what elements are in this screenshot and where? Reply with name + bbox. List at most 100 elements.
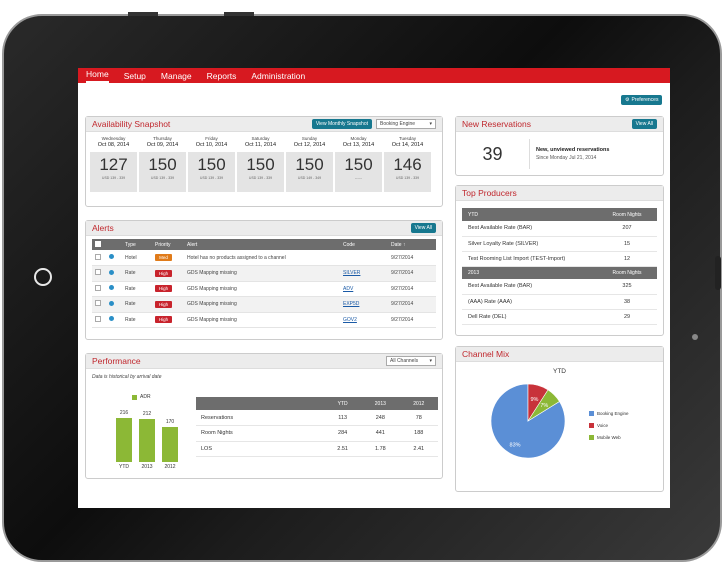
- panel-title: Top Producers: [462, 188, 517, 198]
- day-column: Sunday Oct 12, 2014 150 USD 149 - 349: [286, 136, 333, 192]
- room-nights-value: 38: [597, 294, 657, 310]
- adr-bar-chart: 216 YTD 212 2013 170 2012: [116, 408, 186, 470]
- day-date: Oct 09, 2014: [146, 142, 179, 148]
- channel-filter-select[interactable]: All Channels ▾: [386, 356, 436, 366]
- channel-select[interactable]: Booking Engine ▾: [376, 119, 436, 129]
- legend-label: Mobile Web: [597, 435, 621, 440]
- alert-text: GDS Mapping missing: [184, 281, 340, 297]
- top-nav: Home Setup Manage Reports Administration: [78, 68, 670, 83]
- table-row: Reservations 113 248 78: [196, 410, 438, 426]
- pie-slice[interactable]: [527, 389, 560, 422]
- rate-name: (AAA) Rate (AAA): [462, 294, 597, 310]
- bar-category-label: 2012: [164, 464, 176, 470]
- group-header: YTD: [462, 208, 597, 221]
- adr-bar: [162, 427, 178, 462]
- row-checkbox[interactable]: [95, 269, 101, 276]
- metric-value: 1.78: [361, 441, 400, 457]
- view-icon[interactable]: [109, 285, 114, 291]
- availability-box[interactable]: 150 USD 139 - 339: [188, 152, 235, 192]
- nav-manage[interactable]: Manage: [160, 71, 192, 81]
- nav-setup[interactable]: Setup: [123, 71, 146, 81]
- table-row: Room Nights 284 441 188: [196, 425, 438, 442]
- tablet-top-button: [224, 12, 254, 16]
- alert-type: Rate: [122, 265, 152, 282]
- availability-count: 150: [148, 155, 177, 174]
- nav-administration[interactable]: Administration: [251, 71, 306, 81]
- day-column: Tuesday Oct 14, 2014 146 USD 139 - 339: [384, 136, 431, 192]
- availability-box[interactable]: 127 USD 139 - 339: [90, 152, 137, 192]
- availability-box[interactable]: 150 ------: [335, 152, 382, 192]
- alert-code-link[interactable]: SILVER: [343, 270, 361, 277]
- select-all-checkbox[interactable]: [95, 240, 101, 247]
- priority-badge: High: [155, 316, 172, 324]
- alert-type: Rate: [122, 312, 152, 328]
- table-row: Test Rooming List Import (TEST-Import) 12: [462, 251, 657, 267]
- legend-swatch: [132, 394, 137, 400]
- day-of-week: Monday: [350, 136, 367, 141]
- metric-value: 78: [399, 410, 438, 426]
- day-date: Oct 13, 2014: [342, 142, 375, 148]
- legend-label: ADR: [140, 394, 151, 400]
- chevron-down-icon: ▾: [429, 121, 432, 127]
- alert-code-link[interactable]: GOV2: [343, 316, 357, 323]
- rate-range: USD 139 - 339: [395, 176, 420, 180]
- nav-home[interactable]: Home: [86, 69, 109, 83]
- alert-text: GDS Mapping missing: [184, 312, 340, 328]
- view-icon[interactable]: [109, 269, 114, 275]
- availability-count: 150: [295, 155, 324, 174]
- availability-box[interactable]: 150 USD 149 - 349: [286, 152, 333, 192]
- day-column: Friday Oct 10, 2014 150 USD 139 - 339: [188, 136, 235, 192]
- row-checkbox[interactable]: [95, 315, 101, 322]
- gear-icon: ⚙: [625, 97, 630, 103]
- availability-count: 150: [246, 155, 275, 174]
- day-of-week: Friday: [205, 136, 218, 141]
- chevron-down-icon: ▾: [429, 358, 432, 364]
- panel-title: Alerts: [92, 223, 114, 233]
- channel-mix-header: Channel Mix: [456, 347, 663, 362]
- performance-table: YTD 2013 2012 Reservations 113 248 78 Room Nigh…: [196, 397, 438, 457]
- room-nights-header: Room Nights: [597, 266, 657, 279]
- view-monthly-snapshot-button[interactable]: View Monthly Snapshot: [311, 119, 372, 129]
- priority-badge: High: [155, 269, 172, 277]
- row-checkbox[interactable]: [95, 300, 101, 307]
- col-date[interactable]: Date ↑: [388, 239, 436, 250]
- availability-box[interactable]: 150 USD 139 - 339: [139, 152, 186, 192]
- preferences-button[interactable]: ⚙ Preferences: [621, 95, 663, 105]
- view-all-alerts-button[interactable]: View All: [410, 223, 436, 233]
- row-checkbox[interactable]: [95, 284, 101, 291]
- table-row: (AAA) Rate (AAA) 38: [462, 294, 657, 310]
- view-all-reservations-button[interactable]: View All: [631, 119, 657, 129]
- channel-mix-pie: 83% 9%7% Booking Engine Voice Mobile Web: [490, 383, 629, 459]
- alert-date: 9/27/2014: [388, 265, 436, 282]
- table-row: Best Available Rate (BAR) 325: [462, 279, 657, 295]
- availability-box[interactable]: 146 USD 139 - 339: [384, 152, 431, 192]
- performance-note: Data is historical by arrival date: [92, 374, 162, 380]
- alert-type: Hotel: [122, 250, 152, 266]
- top-producers-header: Top Producers: [456, 186, 663, 201]
- nav-reports[interactable]: Reports: [206, 71, 237, 81]
- rate-range: USD 139 - 339: [150, 176, 175, 180]
- view-icon[interactable]: [109, 300, 114, 306]
- tablet-home-button[interactable]: [34, 268, 52, 286]
- day-column: Wednesday Oct 08, 2014 127 USD 139 - 339: [90, 136, 137, 192]
- performance-header-row: YTD 2013 2012: [196, 397, 438, 410]
- panel-title: New Reservations: [462, 119, 531, 129]
- app-screen: Home Setup Manage Reports Administration…: [78, 68, 670, 508]
- table-row: Rate High GDS Mapping missing EXP5D 9/27…: [92, 296, 436, 313]
- panel-title: Channel Mix: [462, 349, 510, 359]
- rate-name: Dell Rate (DEL): [462, 309, 597, 325]
- alert-text: GDS Mapping missing: [184, 265, 340, 282]
- rate-range: USD 139 - 339: [101, 176, 126, 180]
- top-producers-table: YTD Room Nights Best Available Rate (BAR) 2…: [462, 208, 657, 325]
- metric-value: 2.51: [324, 441, 362, 457]
- period-header: 2013: [361, 397, 400, 410]
- panel-title: Availability Snapshot: [92, 119, 171, 129]
- alert-code-link[interactable]: EXP5D: [343, 301, 360, 308]
- row-checkbox[interactable]: [95, 253, 101, 260]
- room-nights-value: 12: [597, 251, 657, 267]
- availability-box[interactable]: 150 USD 139 - 339: [237, 152, 284, 192]
- view-icon[interactable]: [109, 316, 114, 322]
- view-icon[interactable]: [109, 254, 114, 259]
- alert-code-link[interactable]: ADV: [343, 285, 354, 292]
- pie-slice-label: 9%: [530, 397, 538, 403]
